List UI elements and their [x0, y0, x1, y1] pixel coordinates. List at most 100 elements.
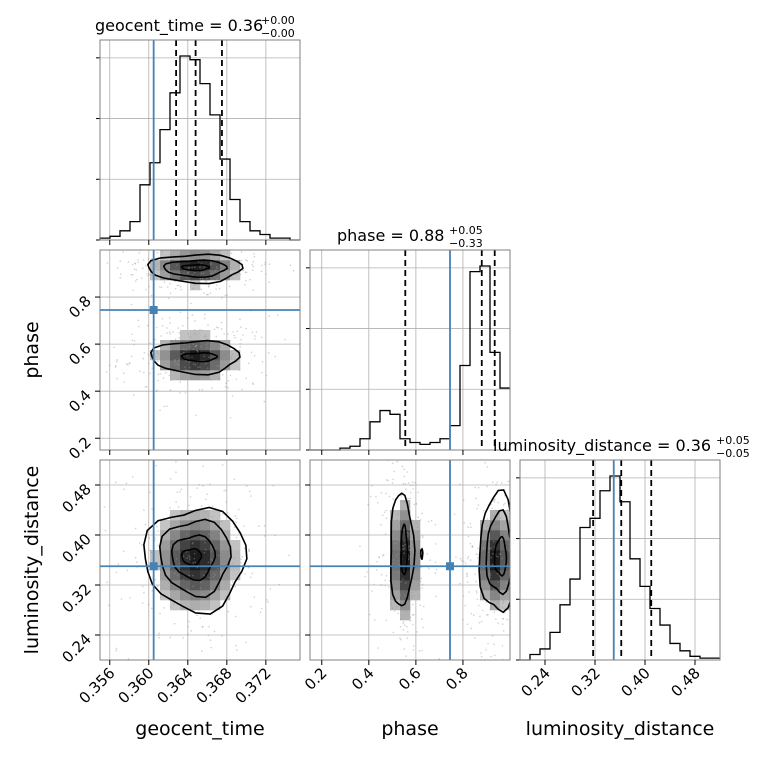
sample-point: [231, 562, 234, 564]
sample-point: [196, 487, 198, 489]
sample-point: [412, 613, 415, 616]
sample-point: [492, 552, 494, 555]
sample-point: [154, 338, 156, 341]
sample-point: [392, 498, 395, 500]
sample-point: [189, 558, 191, 561]
panels-layer: 0.24 0.32 0.40 0.480.20.40.60.80.3560.3600.…: [58, 39, 721, 707]
sample-point: [373, 619, 376, 621]
sample-point: [218, 587, 220, 589]
sample-point: [157, 262, 160, 265]
sample-point: [396, 538, 398, 540]
density-bin: [180, 360, 191, 371]
sample-point: [392, 562, 395, 565]
sample-point: [417, 584, 420, 586]
sample-point: [231, 277, 234, 280]
sample-point: [203, 243, 205, 245]
sample-point: [230, 252, 233, 255]
sample-point: [192, 287, 195, 290]
x-tick-label: 0.40: [617, 664, 653, 700]
sample-point: [137, 319, 140, 322]
sample-point: [419, 519, 422, 521]
sample-point: [193, 329, 196, 331]
sample-point: [203, 266, 206, 268]
sample-point: [136, 561, 138, 564]
sample-point: [505, 582, 507, 585]
sample-point: [235, 536, 238, 539]
sample-point: [512, 593, 514, 595]
sample-point: [393, 542, 396, 545]
sample-point: [226, 346, 229, 349]
sample-point: [497, 601, 500, 604]
sample-point: [227, 356, 229, 358]
sample-point: [497, 526, 499, 528]
density-bin: [190, 580, 201, 591]
density-bin: [400, 560, 411, 571]
sample-point: [408, 556, 411, 559]
sample-point: [501, 606, 504, 609]
sample-point: [397, 612, 399, 615]
sample-point: [497, 622, 499, 625]
sample-point: [216, 284, 218, 286]
sample-point: [167, 358, 169, 360]
sample-point: [190, 302, 192, 305]
sample-point: [513, 513, 515, 515]
x-tick-label: 0.356: [75, 664, 118, 707]
sample-point: [105, 371, 108, 373]
sample-point: [213, 375, 216, 377]
sample-point: [480, 652, 482, 654]
sample-point: [383, 511, 386, 514]
sample-point: [461, 559, 463, 562]
density-bin: [170, 520, 181, 531]
sample-point: [403, 540, 406, 542]
sample-point: [191, 314, 194, 316]
sample-point: [230, 267, 233, 269]
sample-point: [169, 389, 172, 391]
sample-point: [194, 377, 196, 380]
sample-point: [138, 252, 141, 254]
sample-point: [156, 351, 159, 353]
sample-point: [406, 606, 409, 609]
sample-point: [514, 559, 516, 561]
density-bin: [190, 550, 201, 561]
sample-point: [174, 581, 177, 584]
sample-point: [465, 572, 468, 575]
hist-panel-phase: [306, 249, 511, 455]
sample-point: [234, 515, 237, 517]
contour-line: [162, 259, 229, 279]
sample-point: [151, 274, 153, 276]
sample-point: [252, 265, 255, 268]
sample-point: [398, 591, 400, 594]
density-bin: [390, 540, 401, 551]
sample-point: [93, 280, 95, 282]
sample-point: [301, 380, 303, 382]
density-bin: [160, 250, 171, 261]
sample-point: [155, 326, 158, 329]
sample-point: [145, 288, 147, 291]
ylabel-luminosity-distance: luminosity_distance: [21, 466, 43, 655]
sample-point: [221, 272, 223, 274]
sample-point: [487, 613, 489, 616]
sample-point: [268, 263, 271, 266]
sample-point: [207, 589, 210, 592]
density-bin: [170, 600, 181, 611]
sample-point: [250, 495, 252, 497]
sample-point: [162, 278, 165, 281]
sample-point: [195, 344, 198, 347]
histogram-step: [520, 475, 720, 661]
sample-point: [127, 658, 130, 660]
sample-point: [463, 560, 465, 563]
sample-point: [192, 243, 194, 245]
sample-point: [188, 504, 190, 507]
sample-point: [216, 365, 219, 367]
sample-point: [115, 571, 118, 574]
sample-point: [192, 541, 194, 544]
sample-point: [394, 585, 396, 587]
sample-point: [259, 611, 262, 614]
sample-point: [414, 562, 417, 564]
sample-point: [245, 485, 248, 487]
sample-point: [149, 491, 151, 494]
density-bin: [160, 520, 171, 531]
sample-point: [200, 505, 203, 507]
sample-point: [175, 461, 177, 463]
density-bin: [480, 590, 491, 601]
